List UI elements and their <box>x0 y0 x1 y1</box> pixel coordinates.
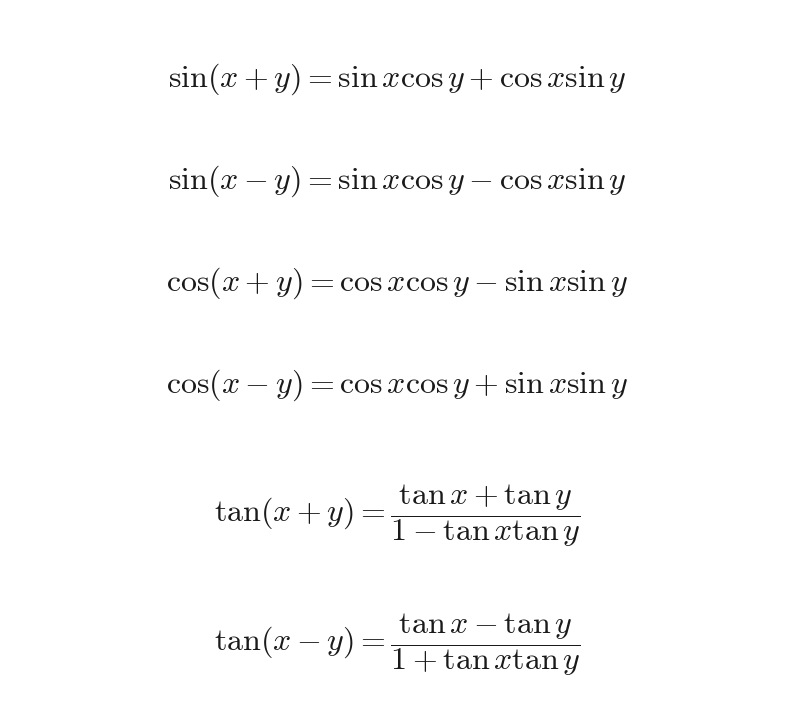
Text: $\cos(x + y) = \cos x \cos y - \sin x \sin y$: $\cos(x + y) = \cos x \cos y - \sin x \s… <box>166 266 628 301</box>
Text: $\sin(x - y) = \sin x \cos y - \cos x \sin y$: $\sin(x - y) = \sin x \cos y - \cos x \s… <box>168 163 626 199</box>
Text: $\tan(x - y) = \dfrac{\tan x - \tan y}{1 + \tan x \tan y}$: $\tan(x - y) = \dfrac{\tan x - \tan y}{1… <box>214 611 580 678</box>
Text: $\cos(x - y) = \cos x \cos y + \sin x \sin y$: $\cos(x - y) = \cos x \cos y + \sin x \s… <box>166 368 628 403</box>
Text: $\tan(x + y) = \dfrac{\tan x + \tan y}{1 - \tan x \tan y}$: $\tan(x + y) = \dfrac{\tan x + \tan y}{1… <box>214 481 580 549</box>
Text: $\sin(x + y) = \sin x \cos y + \cos x \sin y$: $\sin(x + y) = \sin x \cos y + \cos x \s… <box>168 61 626 97</box>
